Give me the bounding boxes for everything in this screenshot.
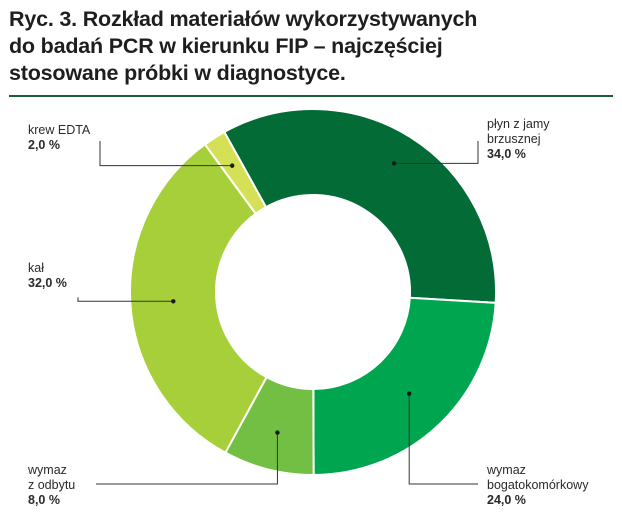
slice-0	[222, 108, 497, 304]
slice-label-2-0: wymaz	[27, 463, 67, 477]
slice-value-0: 34,0 %	[487, 147, 526, 161]
leader-line-4	[99, 141, 233, 167]
slice-label-0-1: brzusznej	[487, 132, 541, 146]
slice-value-3: 32,0 %	[28, 276, 67, 290]
slice-label-2-1: z odbytu	[28, 478, 75, 492]
chart-title: Ryc. 3. Rozkład materiałów wykorzystywan…	[9, 6, 609, 87]
title-line-2: do badań PCR w kierunku FIP – najczęście…	[9, 34, 443, 58]
leader-dot-3	[171, 299, 176, 304]
leader-line-3	[77, 297, 174, 302]
slice-label-1-1: bogatokomórkowy	[487, 478, 589, 492]
slice-value-4: 2,0 %	[28, 138, 60, 152]
slice-label-3-0: kał	[28, 261, 44, 275]
slice-label-0-0: płyn z jamy	[487, 117, 550, 131]
leader-dot-4	[229, 163, 235, 168]
slice-label-4-0: krew EDTA	[28, 123, 91, 137]
title-line-1: Ryc. 3. Rozkład materiałów wykorzystywan…	[9, 7, 478, 31]
leader-dot-0	[391, 161, 397, 166]
leader-line-0	[393, 141, 479, 164]
leader-dot-1	[406, 391, 412, 396]
slice-4	[203, 130, 268, 216]
leader-dot-2	[275, 430, 280, 435]
slice-3	[129, 142, 268, 455]
slice-value-1: 24,0 %	[487, 493, 526, 507]
slice-1	[312, 296, 497, 477]
slice-label-1-0: wymaz	[486, 463, 526, 477]
title-divider	[9, 95, 613, 97]
leader-line-2	[96, 432, 278, 485]
leader-line-1	[408, 393, 478, 485]
title-line-3: stosowane próbki w diagnostyce.	[9, 61, 346, 85]
slice-value-2: 8,0 %	[28, 493, 60, 507]
